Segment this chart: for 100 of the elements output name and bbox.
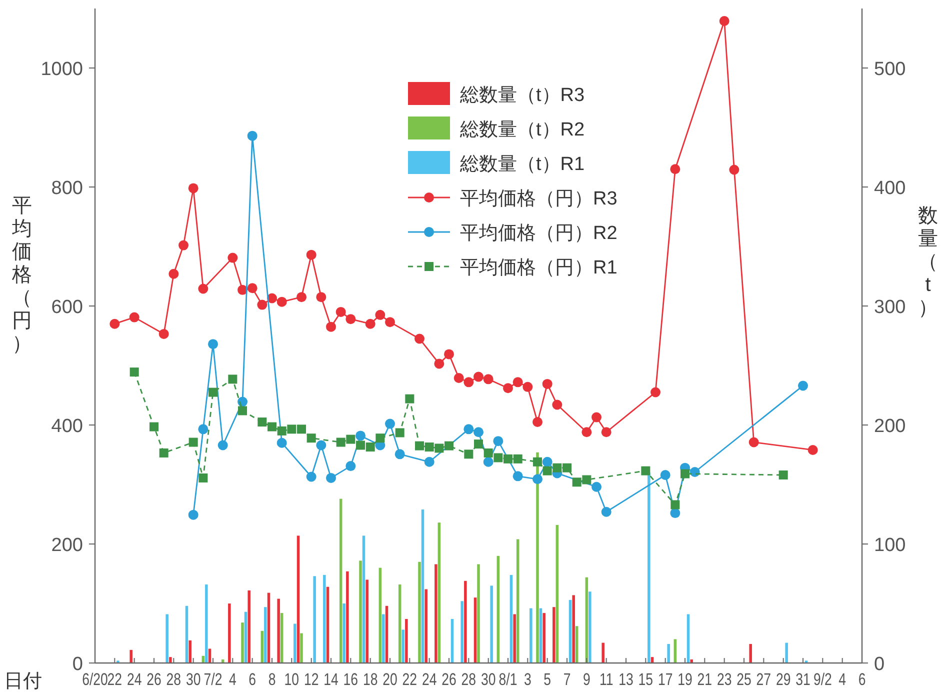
x-tick-label: 22 — [402, 670, 418, 690]
point — [306, 434, 316, 443]
bar — [130, 650, 132, 663]
point — [414, 334, 424, 344]
point — [276, 438, 287, 448]
x-tick-label: 26 — [442, 670, 456, 690]
point — [464, 450, 474, 459]
bar — [359, 560, 362, 663]
x-tick-label: 9/2 — [813, 670, 832, 690]
y-tick-label: 400 — [51, 416, 83, 437]
x-tick-label: 4 — [228, 670, 237, 690]
point — [385, 418, 395, 429]
legend-label: 総数量（t）R2 — [459, 120, 585, 140]
point — [208, 388, 218, 397]
x-tick-label: 4 — [838, 670, 846, 690]
point — [483, 374, 494, 384]
bar — [648, 472, 650, 663]
point — [680, 469, 690, 478]
point — [542, 466, 552, 476]
bar — [490, 586, 493, 663]
point — [650, 387, 660, 398]
bar — [556, 524, 559, 663]
y-tick-label: 600 — [51, 297, 83, 318]
point — [670, 508, 680, 518]
bar — [366, 580, 368, 663]
y2-tick-label: 300 — [874, 297, 906, 318]
point — [326, 472, 336, 483]
bar — [296, 536, 300, 663]
x-tick-label: 20 — [382, 670, 398, 690]
bar — [572, 595, 575, 663]
bar — [323, 574, 326, 663]
bar — [690, 659, 693, 663]
point — [572, 478, 582, 487]
point — [296, 292, 306, 302]
bar — [516, 539, 520, 663]
point — [474, 440, 483, 449]
legend-label: 平均価格（円）R1 — [460, 258, 618, 278]
point — [434, 358, 444, 369]
point — [748, 437, 759, 448]
legend-label: 平均価格（円）R2 — [460, 223, 618, 244]
bar — [575, 626, 578, 663]
bar — [277, 598, 280, 663]
x-tick-label: 22 — [107, 670, 122, 690]
bar — [342, 604, 346, 663]
point — [513, 454, 522, 464]
bar — [188, 640, 192, 663]
x-tick-label: 10 — [284, 670, 300, 690]
x-tick-label: 8 — [268, 670, 276, 690]
bar — [185, 606, 188, 663]
point — [474, 372, 484, 382]
bar — [749, 644, 752, 663]
bar — [228, 604, 231, 663]
point — [512, 471, 523, 482]
point — [542, 456, 552, 467]
bar — [169, 657, 172, 663]
bar — [405, 618, 408, 663]
point — [798, 380, 808, 391]
bar — [510, 574, 513, 663]
bar — [241, 622, 244, 663]
x-tick-label: 6 — [858, 670, 866, 690]
bar — [474, 598, 477, 663]
point — [670, 164, 680, 174]
point — [110, 318, 120, 329]
point — [670, 500, 680, 510]
point — [158, 328, 169, 339]
x-tick-label: 23 — [716, 670, 732, 690]
point — [356, 440, 365, 450]
point — [198, 424, 208, 434]
point — [415, 441, 424, 450]
bar — [205, 584, 208, 663]
y2-tick-label: 100 — [874, 535, 906, 556]
x-tick-label: 25 — [736, 670, 752, 690]
point — [188, 438, 198, 447]
point — [178, 240, 188, 250]
point — [719, 16, 730, 26]
x-tick-label: 7 — [563, 670, 571, 690]
point — [228, 374, 238, 384]
y-tick-label: 200 — [51, 535, 83, 556]
y-tick-label: 0 — [72, 654, 83, 675]
point — [592, 482, 602, 492]
bar — [378, 568, 382, 663]
point — [365, 318, 376, 329]
bar — [785, 642, 788, 663]
point — [532, 474, 542, 484]
bar — [280, 613, 284, 663]
x-tick-label: 17 — [658, 670, 673, 690]
bar — [667, 644, 670, 663]
y-tick-label: 800 — [51, 178, 83, 199]
bar — [248, 590, 250, 663]
x-tick-label: 16 — [343, 670, 358, 690]
x-tick-label: 18 — [362, 670, 378, 690]
point — [503, 383, 513, 394]
x-tick-label: 12 — [304, 670, 319, 690]
bar — [450, 618, 454, 663]
x-tick-label: 30 — [186, 670, 201, 690]
point — [366, 442, 375, 452]
x-tick-label: 28 — [461, 670, 476, 690]
point — [552, 400, 562, 410]
bar — [477, 564, 480, 663]
point — [326, 322, 336, 332]
